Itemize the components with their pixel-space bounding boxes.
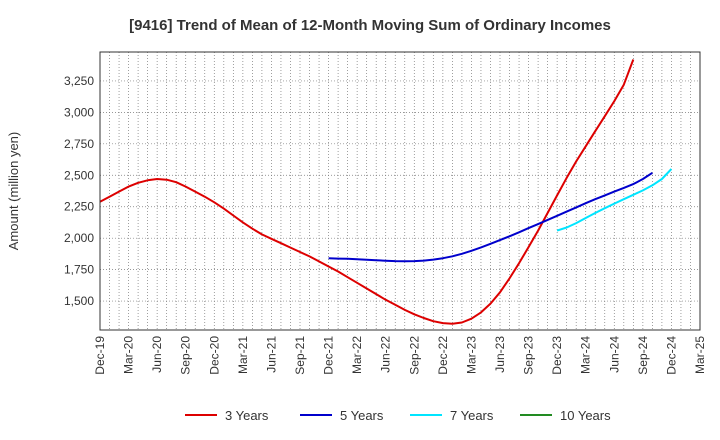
x-tick-label: Dec-19 <box>93 336 107 375</box>
x-tick-label: Sep-21 <box>293 336 307 375</box>
legend-label: 3 Years <box>225 408 269 423</box>
x-tick-label: Jun-21 <box>264 336 278 373</box>
y-tick-label: 1,500 <box>64 294 94 308</box>
x-tick-label: Dec-23 <box>550 336 564 375</box>
y-tick-label: 2,750 <box>64 137 94 151</box>
x-tick-label: Mar-23 <box>464 336 478 374</box>
y-tick-label: 3,250 <box>64 74 94 88</box>
x-tick-label: Mar-24 <box>579 336 593 374</box>
series-line-5-years <box>328 171 653 263</box>
legend: 3 Years 5 Years 7 Years 10 Years <box>185 408 611 423</box>
x-tick-label: Dec-21 <box>322 336 336 375</box>
x-tick-label: Dec-20 <box>207 336 221 375</box>
x-tick-label: Mar-25 <box>693 336 707 374</box>
legend-label: 10 Years <box>560 408 611 423</box>
legend-label: 5 Years <box>340 408 384 423</box>
x-tick-label: Jun-24 <box>607 336 621 373</box>
x-tick-label: Dec-24 <box>664 336 678 375</box>
y-tick-label: 1,750 <box>64 263 94 277</box>
x-tick-label: Sep-20 <box>179 336 193 375</box>
x-tick-label: Mar-20 <box>122 336 136 374</box>
x-tick-label: Jun-22 <box>379 336 393 373</box>
series-lines <box>99 59 673 325</box>
x-tick-label: Jun-20 <box>150 336 164 373</box>
y-axis-label: Amount (million yen) <box>6 132 21 251</box>
y-tick-label: 2,500 <box>64 168 94 182</box>
x-tick-label: Sep-22 <box>407 336 421 375</box>
y-tick-label: 3,000 <box>64 105 94 119</box>
series-line-7-years <box>556 168 673 232</box>
x-tick-label: Sep-24 <box>636 336 650 375</box>
x-tick-label: Jun-23 <box>493 336 507 373</box>
x-tick-label: Mar-22 <box>350 336 364 374</box>
y-tick-label: 2,000 <box>64 231 94 245</box>
x-tick-label: Mar-21 <box>236 336 250 374</box>
x-tick-label: Dec-22 <box>436 336 450 375</box>
y-tick-labels: 1,500 1,750 2,000 2,250 2,500 2,750 3,000 3,250 <box>64 74 94 308</box>
plot-frame <box>99 51 701 331</box>
chart-title: [9416] Trend of Mean of 12-Month Moving … <box>129 17 611 34</box>
x-tick-label: Sep-23 <box>522 336 536 375</box>
x-tick-labels: Dec-19 Mar-20 Jun-20 Sep-20 Dec-20 Mar-21 Jun-… <box>93 336 707 375</box>
legend-label: 7 Years <box>450 408 494 423</box>
y-tick-label: 2,250 <box>64 200 94 214</box>
series-line-3-years <box>99 59 635 325</box>
plot-grid <box>100 52 700 330</box>
